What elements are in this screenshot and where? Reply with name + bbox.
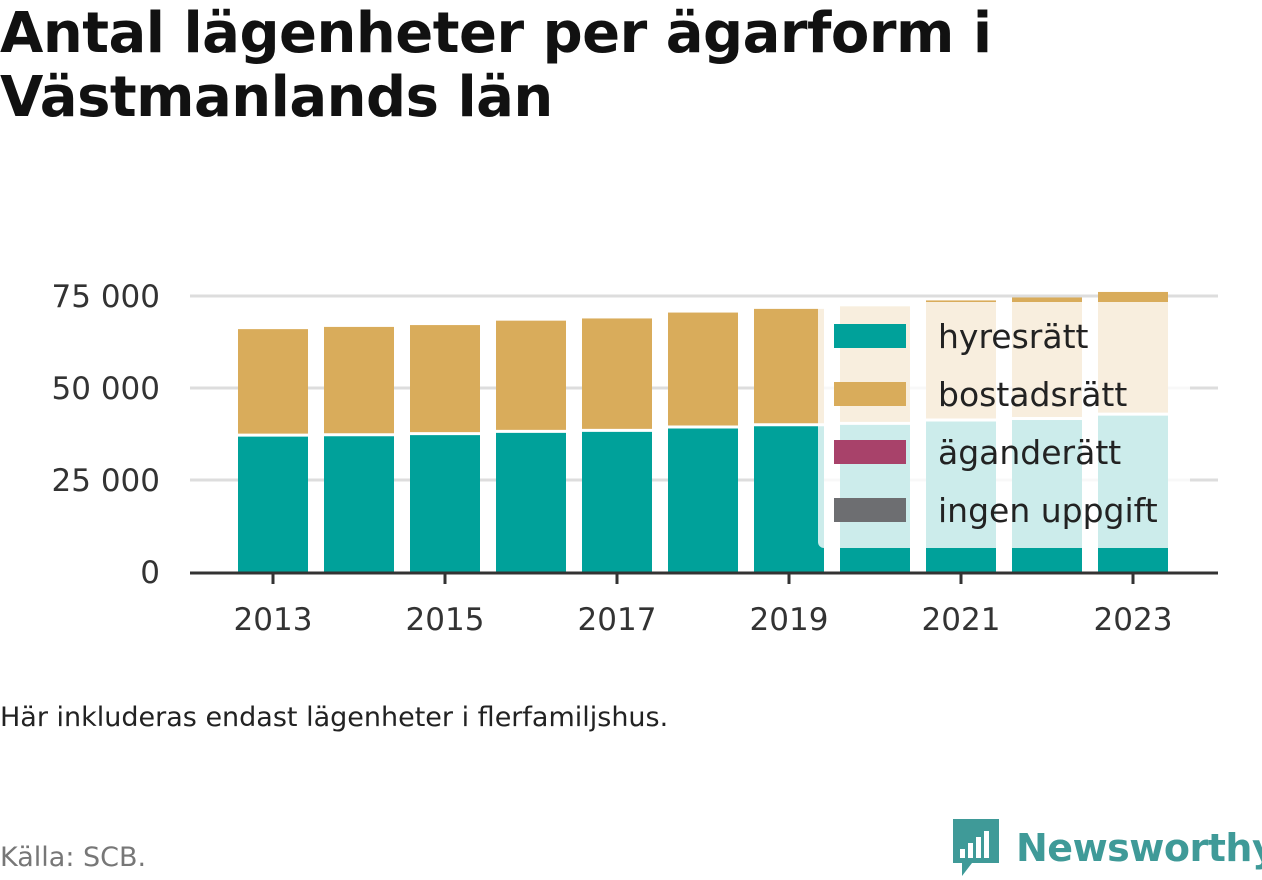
- legend-label: bostadsrätt: [938, 375, 1127, 414]
- bar-segment: [496, 431, 566, 572]
- legend-background: [818, 302, 1190, 548]
- x-tick-label: 2017: [578, 602, 657, 638]
- bar-segment: [410, 325, 480, 434]
- legend-label: hyresrätt: [938, 317, 1089, 356]
- bar-segment: [324, 434, 394, 572]
- bar-segment: [410, 433, 480, 572]
- legend: hyresrätt bostadsrätt äganderätt ingen uppg…: [818, 302, 1190, 548]
- stacked-bar-chart: 0 25 000 50 000 75 000 2013 2015 2017 2019 2021 2…: [52, 279, 1218, 638]
- legend-swatch: [834, 440, 906, 464]
- x-tick-label: 2021: [922, 602, 1001, 638]
- bar-segment: [324, 326, 394, 435]
- bar-segment: [754, 308, 824, 425]
- chart-note: Här inkluderas endast lägenheter i flerf…: [0, 702, 669, 733]
- chart-title: Antal lägenheter per ägarform i Västmanl…: [0, 1, 992, 130]
- y-tick-label: 75 000: [52, 279, 160, 315]
- source-text: Källa: SCB.: [0, 842, 147, 873]
- y-tick-label: 50 000: [52, 371, 160, 407]
- bar-segment: [582, 318, 652, 431]
- x-tick-label: 2019: [750, 602, 829, 638]
- x-tick-label: 2023: [1094, 602, 1173, 638]
- bar-segment: [754, 424, 824, 572]
- bar-segment: [668, 427, 738, 572]
- bar-segment: [582, 430, 652, 572]
- bar-segment: [238, 329, 308, 436]
- bar-segment: [668, 312, 738, 428]
- newsworthy-logo-icon: [953, 819, 999, 876]
- brand-logo[interactable]: Newsworthy: [950, 816, 1262, 880]
- brand-name: Newsworthy: [1016, 826, 1262, 870]
- legend-swatch: [834, 498, 906, 522]
- bar-segment: [496, 320, 566, 432]
- legend-swatch: [834, 324, 906, 348]
- x-tick-label: 2015: [406, 602, 485, 638]
- y-tick-label: 0: [140, 555, 160, 591]
- axes: 0 25 000 50 000 75 000 2013 2015 2017 2019 2021 2…: [52, 279, 1218, 638]
- legend-label: ingen uppgift: [938, 491, 1158, 530]
- legend-swatch: [834, 382, 906, 406]
- bar-segment: [238, 435, 308, 572]
- legend-label: äganderätt: [938, 433, 1121, 472]
- y-tick-label: 25 000: [52, 463, 160, 499]
- x-tick-label: 2013: [234, 602, 313, 638]
